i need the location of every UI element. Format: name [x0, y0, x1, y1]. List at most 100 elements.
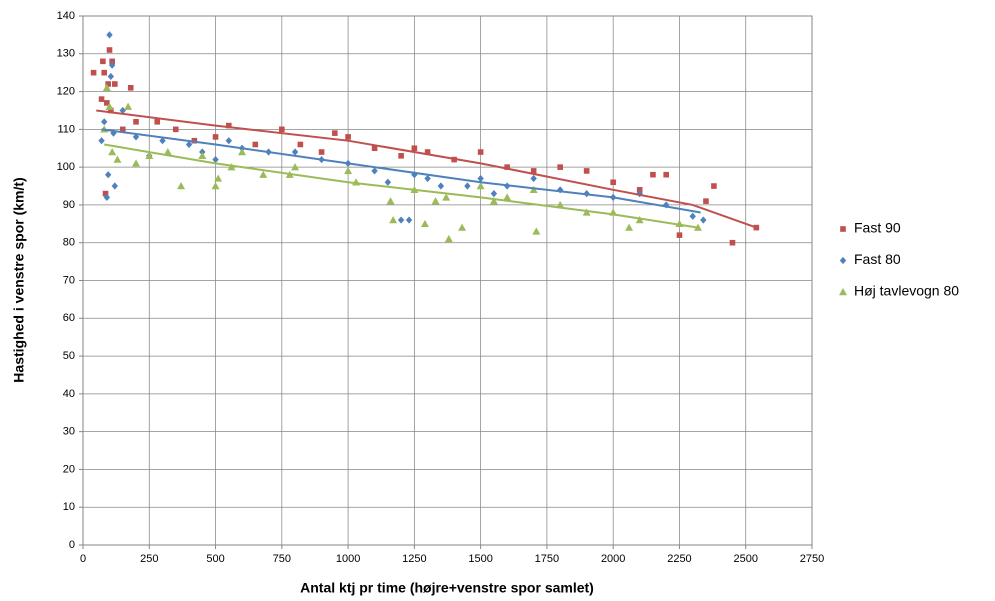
- data-point: [398, 153, 404, 159]
- data-point: [112, 81, 118, 87]
- y-tick-label: 50: [63, 350, 75, 362]
- legend-marker: [839, 288, 847, 296]
- data-point: [104, 100, 110, 106]
- x-tick-label: 250: [140, 553, 158, 565]
- data-point: [100, 58, 106, 65]
- data-point: [420, 219, 429, 228]
- data-point: [636, 187, 643, 193]
- data-point: [504, 164, 510, 170]
- data-point: [252, 141, 259, 148]
- data-point: [163, 148, 172, 156]
- y-tick-label: 80: [63, 237, 75, 249]
- data-point: [625, 223, 634, 231]
- data-point: [371, 167, 378, 175]
- y-tick-label: 70: [63, 274, 75, 286]
- y-tick-label: 10: [63, 501, 75, 513]
- data-point: [477, 174, 484, 183]
- legend-marker: [840, 226, 846, 232]
- data-point: [105, 102, 114, 110]
- data-point: [211, 182, 220, 190]
- data-point: [490, 189, 498, 198]
- y-tick-label: 60: [63, 312, 75, 324]
- x-tick-label: 2750: [800, 553, 824, 565]
- data-point: [214, 174, 223, 182]
- data-point: [345, 134, 351, 140]
- data-point: [476, 182, 485, 190]
- data-point: [107, 72, 115, 81]
- x-axis-title: Antal ktj pr time (højre+venstre spor sa…: [300, 580, 594, 596]
- data-point: [259, 170, 268, 178]
- x-tick-label: 1000: [336, 553, 360, 565]
- y-tick-label: 90: [63, 199, 75, 211]
- data-point: [700, 216, 707, 224]
- data-point: [106, 31, 113, 39]
- x-tick-label: 1500: [468, 553, 492, 565]
- data-point: [103, 193, 111, 201]
- data-point: [111, 182, 119, 190]
- x-tick-label: 1750: [535, 553, 559, 565]
- data-point: [635, 216, 644, 224]
- data-point: [389, 216, 398, 224]
- data-point: [154, 119, 161, 125]
- data-point: [90, 69, 97, 76]
- data-point: [279, 126, 285, 133]
- data-point: [101, 69, 108, 76]
- y-tick-label: 120: [57, 85, 75, 97]
- data-point: [113, 155, 122, 163]
- legend-marker: [839, 256, 847, 265]
- data-point: [405, 216, 413, 224]
- data-point: [297, 141, 304, 148]
- data-point: [119, 126, 126, 133]
- data-point: [225, 137, 232, 145]
- data-point: [104, 171, 112, 179]
- data-point: [119, 106, 126, 115]
- data-point: [529, 185, 538, 194]
- data-point: [108, 107, 114, 114]
- data-point: [198, 151, 207, 160]
- legend-text: Fast 80: [854, 251, 901, 267]
- y-tick-label: 40: [63, 388, 75, 400]
- data-point: [238, 148, 247, 156]
- data-point: [530, 174, 537, 183]
- x-tick-label: 1250: [402, 553, 426, 565]
- y-axis-title: Hastighed i venstre spor (km/t): [11, 177, 27, 382]
- data-point: [185, 140, 193, 149]
- y-tick-label: 110: [57, 123, 75, 135]
- data-point: [689, 212, 696, 220]
- data-point: [226, 122, 232, 129]
- data-point: [109, 58, 115, 65]
- legend-text: Fast 90: [854, 220, 901, 236]
- data-point: [227, 163, 236, 171]
- data-point: [424, 174, 431, 183]
- y-tick-label: 140: [57, 10, 75, 22]
- data-point: [676, 232, 683, 238]
- data-point: [477, 149, 484, 155]
- data-point: [106, 47, 113, 53]
- data-point: [411, 145, 418, 152]
- data-point: [159, 137, 166, 145]
- data-point: [371, 145, 378, 152]
- data-point: [384, 178, 392, 186]
- data-point: [101, 118, 108, 126]
- data-point: [133, 119, 139, 125]
- y-tick-label: 130: [57, 48, 75, 60]
- data-point: [344, 166, 353, 175]
- trend-line: [101, 128, 701, 214]
- data-point: [431, 197, 440, 205]
- data-point: [442, 193, 451, 201]
- y-tick-label: 100: [57, 161, 75, 173]
- y-tick-label: 30: [63, 426, 75, 438]
- data-point: [437, 182, 445, 190]
- data-point: [212, 155, 219, 164]
- trend-line: [104, 143, 699, 229]
- data-point: [503, 193, 512, 201]
- data-point: [424, 149, 431, 155]
- x-tick-label: 2250: [667, 553, 691, 565]
- data-point: [124, 102, 133, 110]
- data-point: [132, 159, 141, 167]
- data-point: [489, 197, 498, 205]
- x-tick-label: 750: [273, 553, 291, 565]
- data-point: [318, 149, 325, 155]
- data-point: [582, 208, 591, 216]
- data-point: [102, 83, 111, 91]
